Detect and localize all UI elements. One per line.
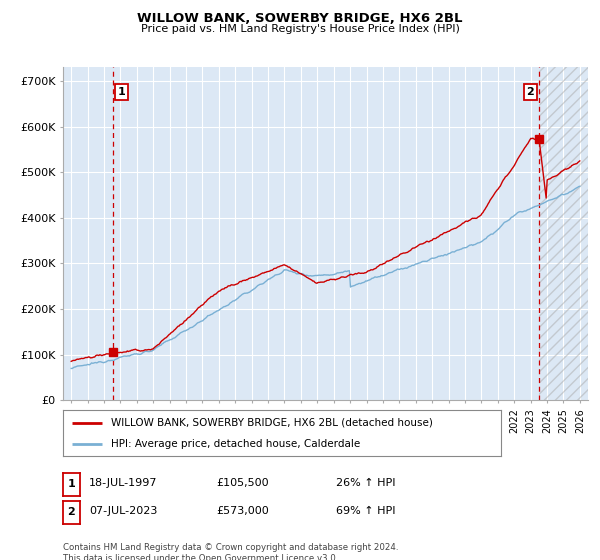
- Text: Contains HM Land Registry data © Crown copyright and database right 2024.
This d: Contains HM Land Registry data © Crown c…: [63, 543, 398, 560]
- Text: 26% ↑ HPI: 26% ↑ HPI: [336, 478, 395, 488]
- Text: WILLOW BANK, SOWERBY BRIDGE, HX6 2BL: WILLOW BANK, SOWERBY BRIDGE, HX6 2BL: [137, 12, 463, 25]
- Text: 69% ↑ HPI: 69% ↑ HPI: [336, 506, 395, 516]
- Text: £105,500: £105,500: [216, 478, 269, 488]
- Text: HPI: Average price, detached house, Calderdale: HPI: Average price, detached house, Cald…: [111, 439, 361, 449]
- Text: WILLOW BANK, SOWERBY BRIDGE, HX6 2BL (detached house): WILLOW BANK, SOWERBY BRIDGE, HX6 2BL (de…: [111, 418, 433, 428]
- Text: £573,000: £573,000: [216, 506, 269, 516]
- Text: 2: 2: [526, 87, 534, 97]
- Text: Price paid vs. HM Land Registry's House Price Index (HPI): Price paid vs. HM Land Registry's House …: [140, 24, 460, 34]
- Text: 18-JUL-1997: 18-JUL-1997: [89, 478, 157, 488]
- Text: 07-JUL-2023: 07-JUL-2023: [89, 506, 157, 516]
- Text: 2: 2: [68, 507, 75, 517]
- Text: 1: 1: [118, 87, 125, 97]
- Text: 1: 1: [68, 479, 75, 489]
